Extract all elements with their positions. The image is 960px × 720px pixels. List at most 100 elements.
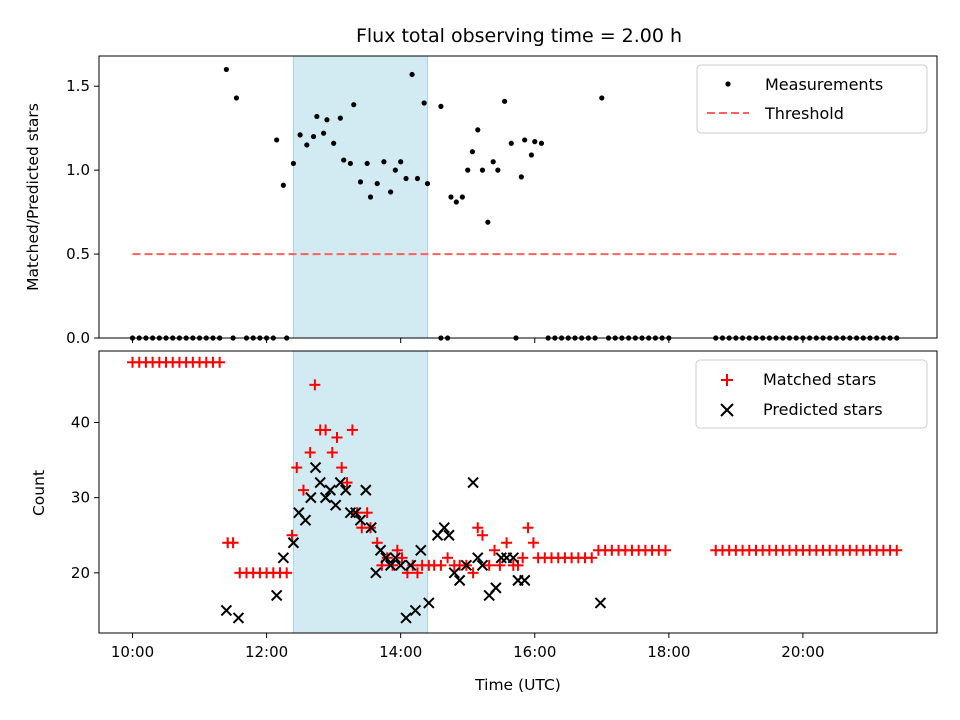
- predicted-star-point: [374, 544, 387, 556]
- predicted-star-point: [360, 484, 372, 496]
- predicted-star-point: [350, 506, 362, 519]
- bottom-x-ticks: 10:00 12:00 14:00 16:00 18:00 20:00: [111, 633, 825, 661]
- matched-star-point: [467, 567, 479, 579]
- x-tick-label: 20:00: [781, 643, 824, 661]
- measurement-point: [314, 113, 320, 120]
- matched-star-point: [891, 544, 903, 556]
- predicted-star-point: [340, 484, 352, 496]
- matched-star-point: [483, 559, 495, 571]
- matched-star-point: [391, 544, 403, 556]
- matched-star-point: [435, 559, 447, 571]
- predicted-star-point: [490, 582, 502, 594]
- matched-star-point: [326, 447, 338, 459]
- bottom-axes-frame: [98, 350, 938, 634]
- predicted-star-point: [287, 537, 300, 549]
- measurement-point: [508, 140, 514, 146]
- predicted-star-point: [476, 559, 489, 572]
- x-tick-label: 12:00: [245, 643, 288, 661]
- predicted-star-point: [507, 552, 520, 564]
- predicted-star-point: [415, 544, 427, 556]
- measurement-point: [538, 140, 545, 146]
- measurement-point: [501, 98, 508, 104]
- measurement-point: [465, 167, 471, 173]
- predicted-star-point: [334, 476, 347, 489]
- y-tick-label: 1.5: [66, 77, 90, 95]
- predicted-star-point: [220, 604, 233, 617]
- matched-star-point: [407, 559, 419, 571]
- predicted-star-points: [220, 461, 607, 624]
- measurement-point: [374, 180, 380, 187]
- predicted-star-point: [299, 514, 312, 526]
- bottom-y-ticks: 20 30 40: [71, 413, 99, 582]
- measurement-point: [367, 194, 374, 200]
- matched-star-point: [586, 552, 598, 564]
- predicted-star-point: [324, 484, 336, 496]
- matched-star-point: [227, 537, 239, 549]
- predicted-star-point: [460, 559, 473, 572]
- measurement-point: [438, 103, 444, 109]
- legend-predicted-marker: [720, 403, 734, 417]
- measurement-point: [459, 194, 465, 200]
- measurement-point: [485, 219, 491, 225]
- predicted-star-point: [354, 514, 367, 526]
- measurement-point: [324, 117, 330, 123]
- measurement-point: [364, 160, 370, 167]
- measurement-point: [357, 179, 364, 185]
- predicted-star-point: [405, 559, 417, 572]
- matched-star-point: [501, 537, 513, 549]
- predicted-star-point: [270, 589, 283, 602]
- measurement-point: [403, 175, 409, 182]
- predicted-star-point: [314, 476, 326, 489]
- measurement-points: [129, 66, 900, 341]
- measurement-point: [274, 137, 280, 143]
- shaded-span-rect: [292, 55, 428, 339]
- x-tick-label: 14:00: [379, 643, 422, 661]
- measurement-point: [398, 159, 404, 165]
- predicted-star-point: [370, 567, 382, 579]
- matched-star-point: [361, 507, 373, 519]
- measurement-point: [599, 95, 605, 101]
- predicted-star-point: [438, 522, 450, 534]
- legend-threshold-label: Threshold: [764, 104, 844, 123]
- y-tick-label: 0.5: [66, 245, 90, 263]
- top-legend: Measurements Threshold: [696, 64, 928, 134]
- measurement-point: [310, 133, 317, 140]
- bottom-legend: Matched stars Predicted stars: [695, 359, 928, 429]
- matched-star-point: [476, 529, 488, 541]
- matched-star-point: [346, 424, 358, 436]
- measurement-point: [351, 102, 357, 108]
- measurement-point: [347, 160, 353, 167]
- matched-star-point: [527, 537, 539, 549]
- predicted-star-point: [365, 522, 377, 534]
- bottom-shaded-span: [292, 350, 428, 634]
- measurement-point: [409, 71, 415, 78]
- measurement-point: [341, 157, 347, 163]
- y-tick-label: 30: [71, 489, 90, 507]
- measurement-point: [532, 139, 538, 145]
- top-shaded-span: [292, 55, 428, 339]
- legend-matched-label: Matched stars: [763, 370, 876, 389]
- predicted-star-point: [423, 597, 435, 609]
- matched-star-point: [659, 544, 671, 556]
- matched-star-point: [281, 567, 293, 579]
- top-x-ticks: [132, 338, 804, 343]
- measurement-point: [290, 160, 297, 167]
- shaded-span-rect: [292, 350, 428, 634]
- matched-star-point: [286, 529, 298, 541]
- matched-star-point: [396, 552, 408, 564]
- top-y-axis-label: Matched/Predicted stars: [24, 103, 42, 291]
- matched-star-point: [341, 477, 353, 489]
- predicted-star-point: [394, 559, 407, 572]
- predicted-star-point: [329, 499, 342, 511]
- predicted-star-point: [277, 552, 290, 564]
- matched-star-point: [489, 544, 501, 556]
- y-tick-label: 0.0: [66, 329, 90, 347]
- matched-star-point: [411, 567, 423, 579]
- measurement-point: [388, 189, 394, 195]
- measurement-point: [392, 167, 398, 173]
- predicted-star-point: [448, 567, 461, 579]
- predicted-star-point: [518, 574, 531, 587]
- matched-star-point: [472, 522, 484, 534]
- matched-star-point: [297, 484, 309, 496]
- measurement-point: [528, 152, 535, 158]
